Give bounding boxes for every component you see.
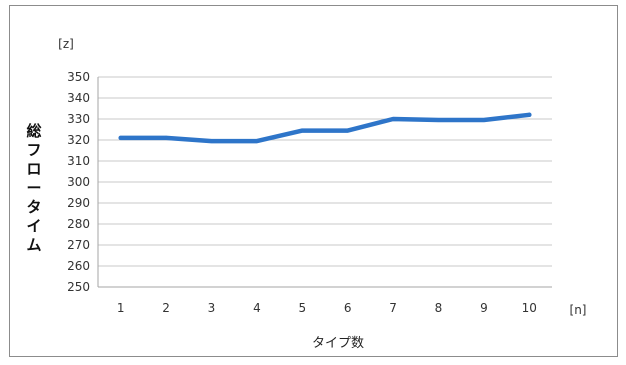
x-tick-label: 10 — [522, 301, 537, 315]
y-tick-label: 350 — [67, 70, 90, 84]
x-tick-label: 5 — [298, 301, 306, 315]
x-tick-label: 6 — [344, 301, 352, 315]
series-line — [118, 112, 532, 144]
y-tick-label: 340 — [67, 91, 90, 105]
data-point — [254, 139, 259, 144]
series-layer — [118, 112, 532, 144]
data-point — [527, 112, 532, 117]
data-point — [118, 135, 123, 140]
data-point — [345, 128, 350, 133]
gridlines — [98, 76, 552, 267]
y-tick-label: 290 — [67, 196, 90, 210]
x-tick-labels: 1 2 3 4 5 6 7 8 9 10 — [117, 301, 537, 315]
y-tick-label: 320 — [67, 133, 90, 147]
data-point — [300, 128, 305, 133]
data-point — [436, 118, 441, 123]
x-tick-label: 2 — [162, 301, 170, 315]
data-point — [209, 139, 214, 144]
y-tick-label: 270 — [67, 238, 90, 252]
y-tick-label: 260 — [67, 259, 90, 273]
x-tick-label: 4 — [253, 301, 261, 315]
y-axis-title: 総フロータイム — [26, 122, 41, 254]
x-tick-label: 7 — [389, 301, 397, 315]
y-tick-label: 280 — [67, 217, 90, 231]
y-tick-label: 300 — [67, 175, 90, 189]
y-tick-label: 250 — [67, 280, 90, 294]
axes — [97, 77, 552, 288]
data-point — [164, 135, 169, 140]
x-tick-label: 1 — [117, 301, 125, 315]
y-tick-label: 330 — [67, 112, 90, 126]
x-axis-title: タイプ数 — [312, 336, 364, 351]
data-point — [391, 117, 396, 121]
x-unit-label: [n] — [570, 303, 587, 317]
data-point — [481, 118, 486, 123]
y-tick-labels: 250 260 270 280 290 300 310 320 330 340 350 — [67, 70, 90, 294]
x-tick-label: 9 — [480, 301, 488, 315]
y-unit-label: [z] — [58, 37, 74, 51]
x-tick-label: 3 — [208, 301, 216, 315]
chart-frame — [9, 5, 618, 357]
x-tick-label: 8 — [435, 301, 443, 315]
y-tick-label: 310 — [67, 154, 90, 168]
